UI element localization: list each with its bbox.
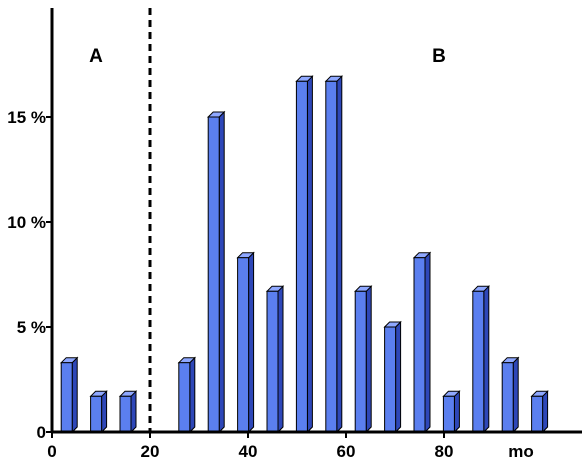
region-label: B <box>432 46 446 67</box>
bar <box>530 390 549 434</box>
bar <box>500 356 520 434</box>
bar-front <box>60 362 73 433</box>
bar <box>59 356 79 434</box>
bar-front <box>354 290 367 433</box>
bar-side <box>512 356 519 434</box>
bar-front <box>413 257 426 433</box>
x-tick-label: 80 <box>435 442 454 461</box>
y-tick-label: 15 % <box>7 108 46 127</box>
bar-side <box>306 75 313 434</box>
labels-layer: mo A B <box>89 46 534 461</box>
x-tick-label: 60 <box>337 442 356 461</box>
bar-side <box>483 285 490 434</box>
bar <box>177 356 197 434</box>
bar <box>353 285 373 434</box>
bar-front <box>90 395 103 433</box>
ticks-layer: 0 20 40 60 80 0 5 % 10 % 15 % <box>7 108 453 461</box>
bar-front <box>207 116 220 433</box>
bar-side <box>189 356 196 434</box>
bar <box>206 110 226 434</box>
bar <box>383 320 402 434</box>
region-label: A <box>89 46 103 67</box>
bar-side <box>277 285 284 434</box>
bar-front <box>501 362 514 433</box>
bar-side <box>248 251 255 434</box>
bar-front <box>384 326 397 433</box>
x-tick-label: 40 <box>239 442 258 461</box>
bar-front <box>119 395 132 433</box>
bar <box>412 251 432 434</box>
bar <box>442 390 461 434</box>
y-tick-label: 0 <box>37 423 46 442</box>
bar <box>118 390 138 434</box>
bar-side <box>336 75 343 434</box>
bar-side <box>101 390 108 434</box>
bar-side <box>542 390 549 434</box>
bar <box>89 390 108 434</box>
bar <box>265 285 285 434</box>
bar-front <box>266 290 279 433</box>
bar-side <box>365 285 372 434</box>
bar <box>236 251 255 434</box>
y-tick-label: 5 % <box>17 318 46 337</box>
bar-side <box>130 390 137 434</box>
bar-front <box>178 362 191 433</box>
bar-side <box>424 251 431 434</box>
bar-side <box>71 356 78 434</box>
bar <box>295 75 314 434</box>
bar-side <box>453 390 460 434</box>
bar-front <box>472 290 485 433</box>
bar-front <box>531 395 544 433</box>
bar-front <box>295 80 308 433</box>
x-tick-label: 20 <box>141 442 160 461</box>
bar <box>471 285 491 434</box>
bar-front <box>237 257 250 433</box>
y-tick-label: 10 % <box>7 213 46 232</box>
bar <box>324 75 344 434</box>
bars-layer <box>59 75 549 434</box>
bar-front <box>325 80 338 433</box>
bar-side <box>395 320 402 434</box>
bar-front <box>442 395 455 433</box>
x-axis-label: mo <box>508 442 534 461</box>
x-tick-label: 0 <box>47 442 56 461</box>
bar-side <box>218 110 225 434</box>
